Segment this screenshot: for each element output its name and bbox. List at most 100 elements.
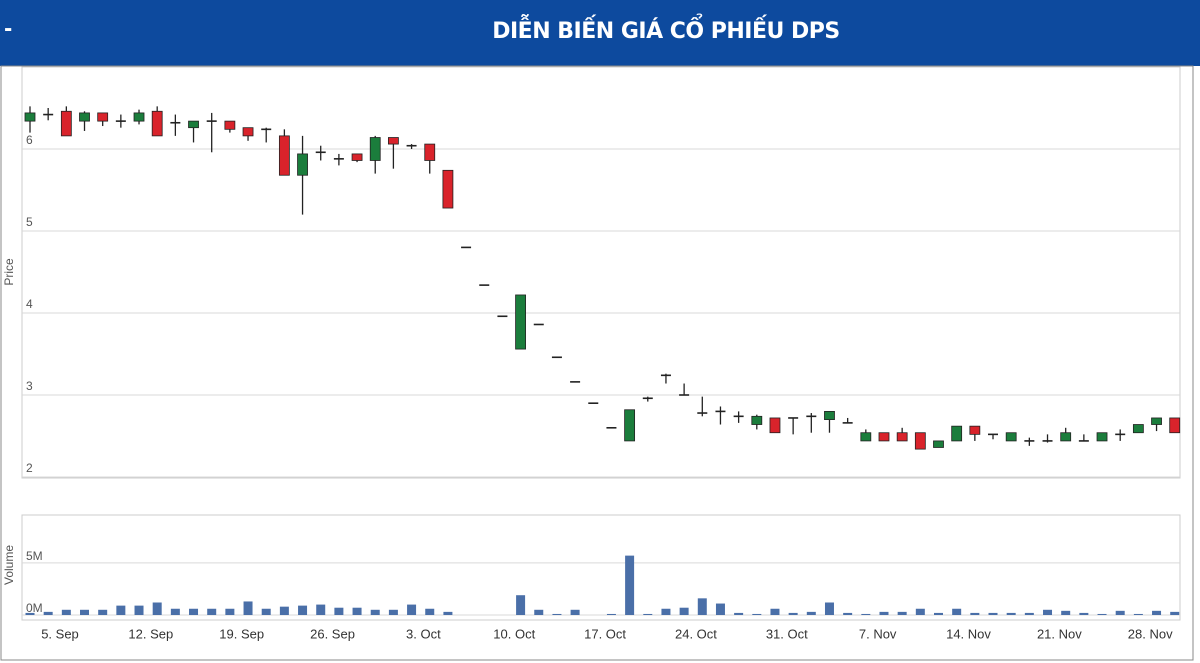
volume-bar: [734, 612, 744, 615]
volume-bar: [697, 598, 707, 615]
volume-bar: [316, 604, 326, 615]
volume-bar: [934, 612, 943, 615]
candle-body: [769, 417, 781, 434]
volume-bar: [1115, 610, 1125, 615]
x-tick-label: 24. Oct: [675, 626, 717, 641]
candle-body: [151, 110, 163, 137]
candle-body: [515, 294, 526, 350]
x-tick-label: 12. Sep: [128, 626, 173, 641]
volume-bar: [352, 607, 362, 615]
volume-bar: [879, 611, 889, 615]
volume-bar: [261, 608, 271, 615]
y-tick-label: 5M: [26, 549, 43, 563]
volume-bar: [661, 608, 671, 615]
volume-bar: [207, 608, 217, 615]
volume-bar: [606, 613, 616, 615]
candle-body: [914, 432, 926, 450]
volume-bar: [1133, 613, 1143, 615]
candle-body: [1096, 432, 1108, 442]
volume-bar: [443, 611, 453, 615]
volume-bar: [61, 609, 71, 615]
volume-bar: [243, 601, 253, 615]
header-prefix: -: [4, 17, 12, 41]
volume-bar: [425, 608, 435, 615]
candle-body: [442, 169, 454, 209]
candle-body: [896, 432, 908, 442]
y-axis-label: Volume: [2, 545, 16, 585]
candle-body: [351, 153, 363, 161]
volume-bar: [1024, 612, 1034, 615]
candle-body: [224, 120, 236, 130]
volume-bar: [388, 609, 398, 615]
candle-body: [24, 112, 36, 122]
volume-bar: [80, 609, 90, 615]
candle-body: [97, 112, 109, 122]
y-tick-label: 5: [26, 215, 33, 229]
candle-body: [624, 409, 636, 442]
volume-bar: [1152, 610, 1162, 615]
volume-bar: [1097, 613, 1107, 615]
volume-bar: [752, 613, 762, 615]
chart-title: DIỄN BIẾN GIÁ CỔ PHIẾU DPS: [492, 14, 840, 44]
candle-body: [933, 440, 944, 448]
candle-body: [297, 153, 308, 176]
volume-bar: [988, 612, 998, 615]
volume-bar: [516, 595, 526, 615]
volume-bar: [370, 609, 380, 615]
candle-body: [951, 425, 963, 442]
candle-body: [1005, 432, 1017, 442]
candle-body: [878, 432, 890, 442]
volume-bar: [279, 606, 289, 615]
y-axis-label: Price: [2, 258, 16, 286]
volume-bar: [1079, 612, 1089, 615]
candle-body: [79, 112, 90, 122]
volume-bar: [1170, 611, 1180, 615]
volume-bar: [43, 611, 53, 615]
volume-bar: [298, 605, 308, 615]
candle-body: [1169, 417, 1181, 434]
candle-body: [1060, 432, 1072, 442]
y-tick-label: 3: [26, 379, 33, 393]
volume-bar: [534, 609, 544, 615]
volume-bar: [915, 608, 925, 615]
x-tick-label: 26. Sep: [310, 626, 355, 641]
x-tick-label: 5. Sep: [41, 626, 79, 641]
volume-bar: [98, 609, 108, 615]
price-panel: [21, 66, 1181, 479]
volume-bar: [25, 612, 35, 615]
volume-bar: [152, 602, 162, 615]
x-tick-label: 21. Nov: [1037, 626, 1082, 641]
volume-bar: [715, 603, 725, 615]
volume-bar: [679, 607, 689, 615]
volume-bar: [407, 604, 417, 615]
candle-body: [860, 432, 872, 442]
frame: [0, 65, 1194, 661]
x-tick-label: 17. Oct: [584, 626, 626, 641]
volume-bar: [570, 609, 580, 615]
candle-body: [424, 143, 436, 161]
x-tick-label: 7. Nov: [859, 626, 897, 641]
volume-bar: [116, 605, 126, 615]
x-tick-label: 31. Oct: [766, 626, 808, 641]
volume-bar: [897, 611, 907, 615]
volume-bar: [189, 608, 199, 615]
x-tick-label: 19. Sep: [219, 626, 264, 641]
y-tick-label: 2: [26, 461, 33, 475]
volume-bar: [843, 612, 853, 615]
volume-bar: [625, 555, 635, 615]
volume-bar: [1006, 612, 1016, 615]
candle-body: [242, 127, 254, 137]
candle-body: [969, 425, 981, 435]
volume-bar: [1043, 609, 1053, 615]
volume-bar: [134, 605, 144, 615]
candle-body: [1132, 424, 1144, 434]
y-tick-label: 4: [26, 297, 33, 311]
volume-bar: [770, 608, 780, 615]
candle-body: [387, 137, 399, 145]
x-tick-label: 3. Oct: [406, 626, 441, 641]
x-tick-label: 28. Nov: [1128, 626, 1173, 641]
candle-body: [824, 410, 835, 420]
candle-body: [133, 112, 145, 122]
candle-body: [1151, 417, 1162, 425]
candle-body: [751, 415, 763, 425]
